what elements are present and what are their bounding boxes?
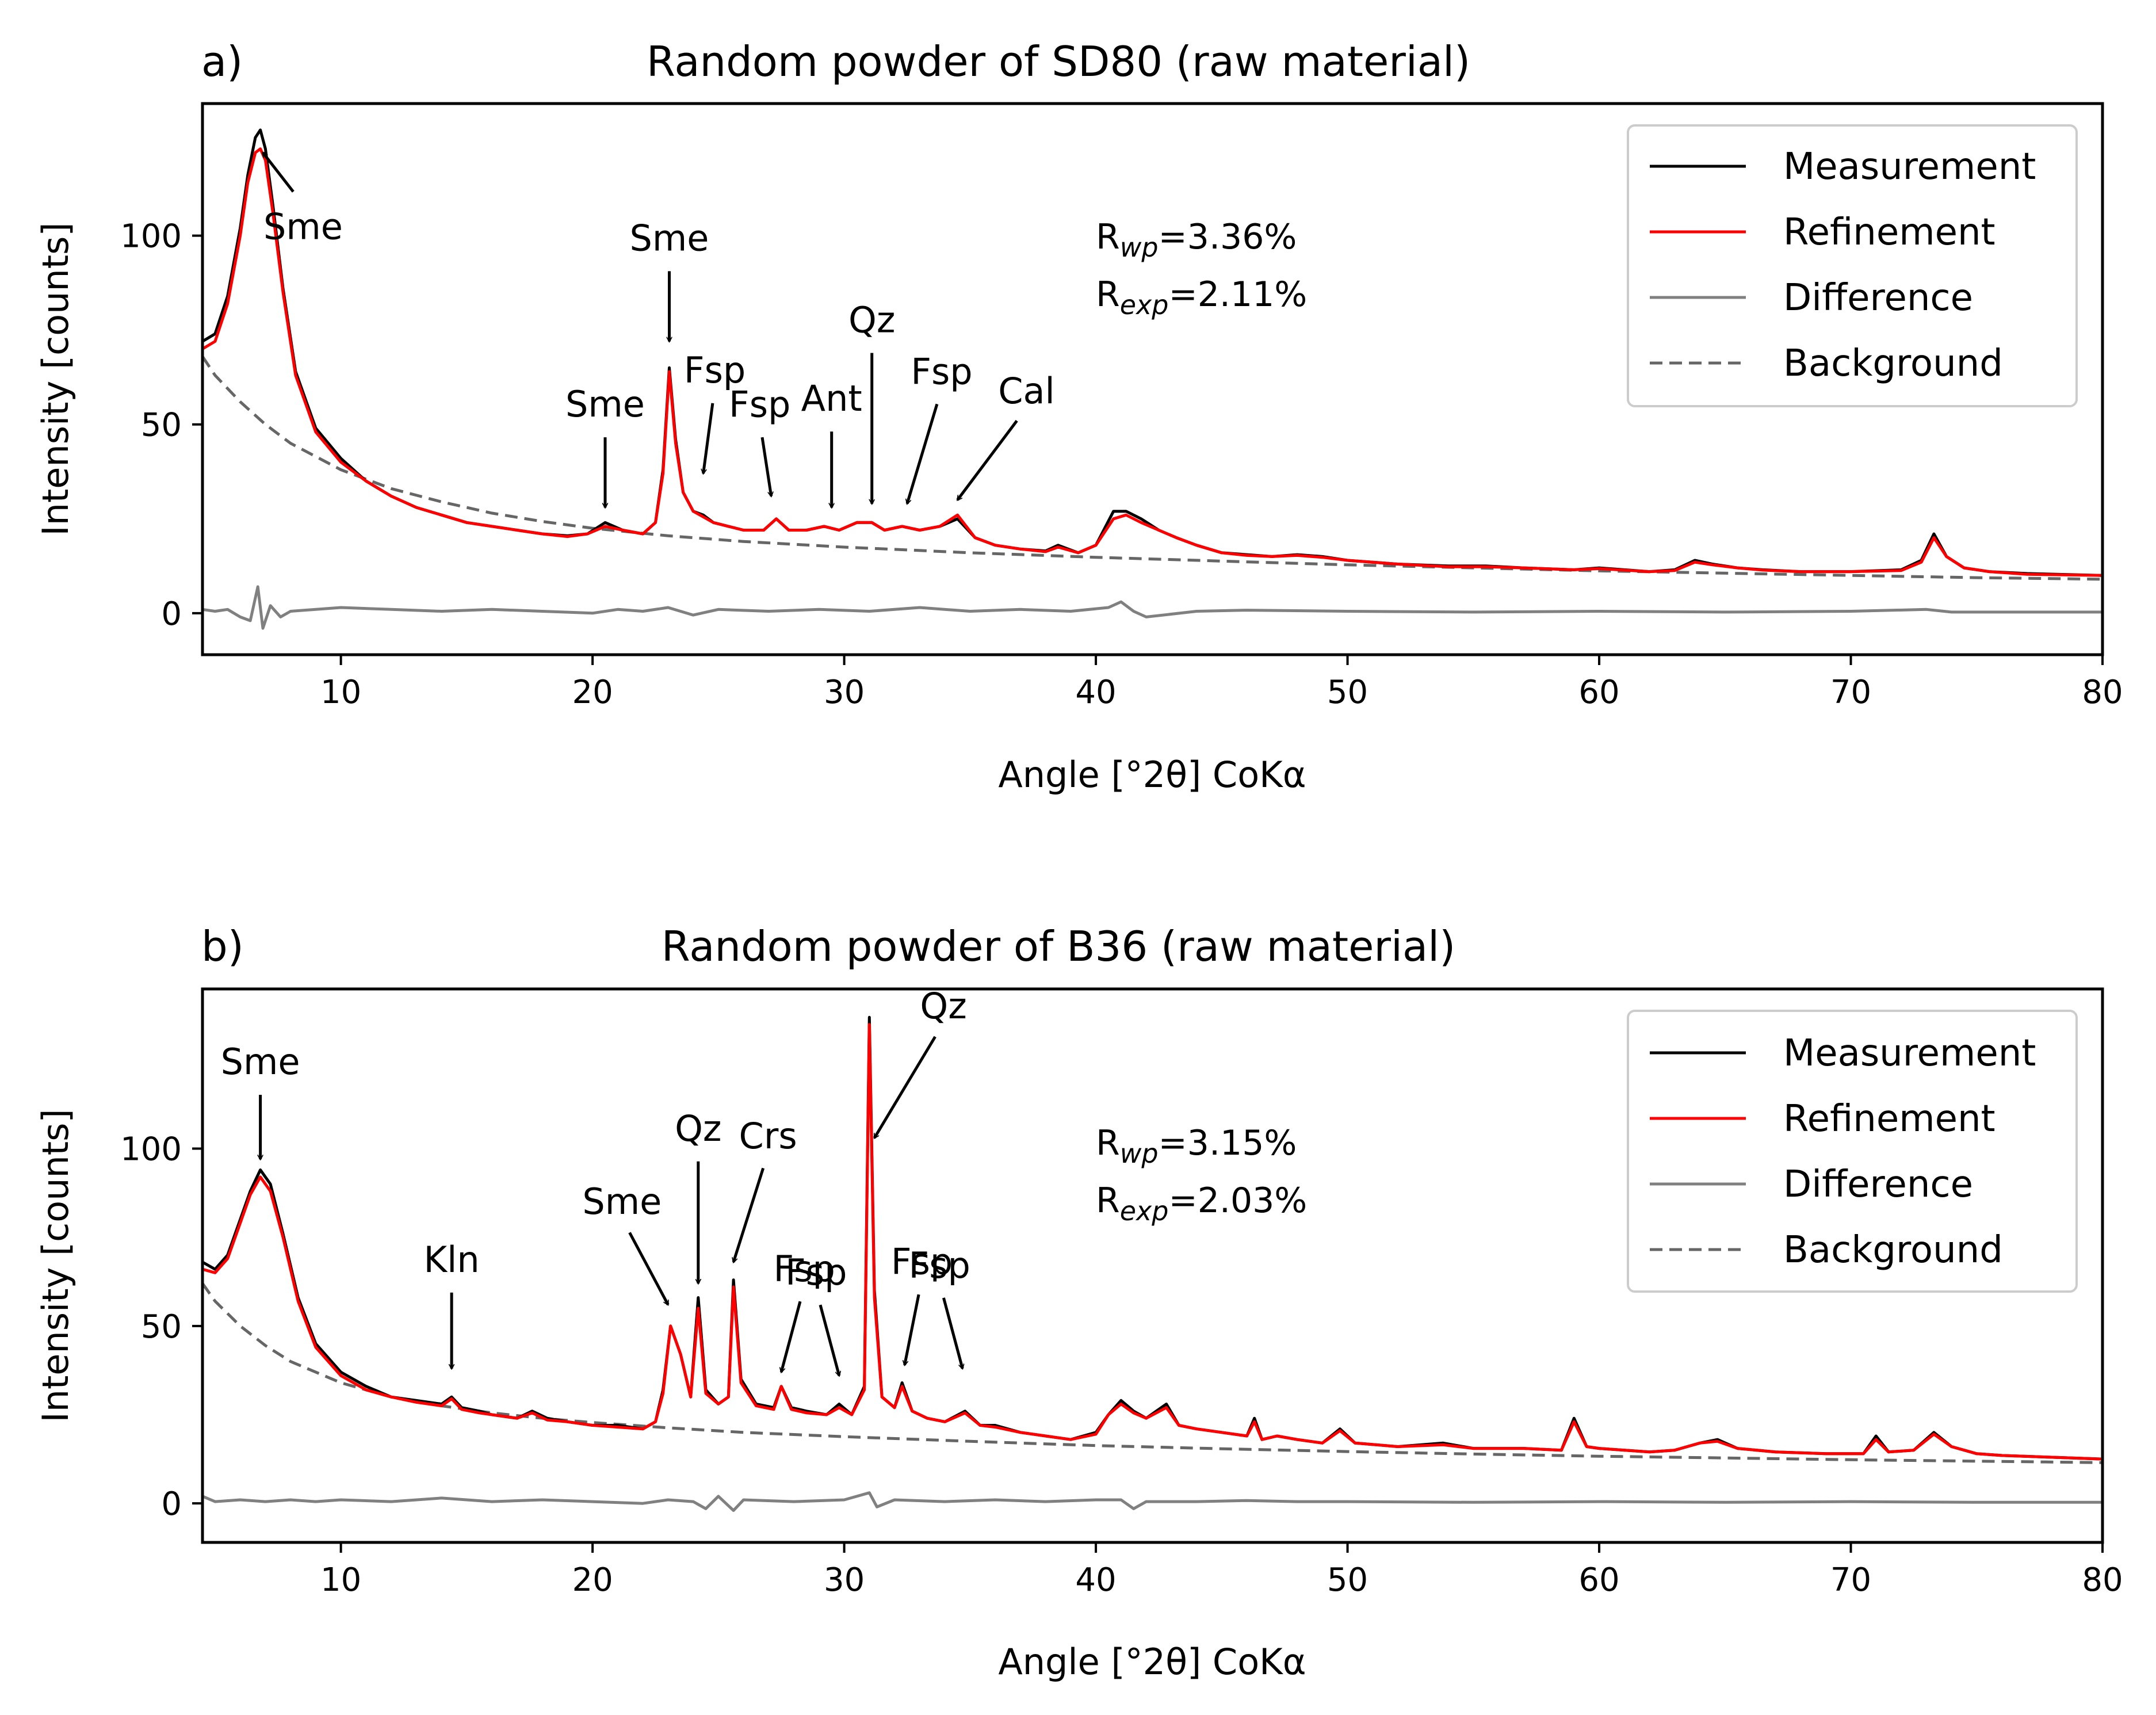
- annotation-label: Kln: [424, 1239, 480, 1281]
- annotation-label: Fsp: [774, 1248, 835, 1290]
- annotation-label: Qz: [675, 1107, 721, 1149]
- annotation-label: Fsp: [684, 349, 746, 391]
- annotation-label: Fsp: [729, 383, 790, 425]
- annotation-label: Ant: [801, 377, 862, 419]
- annotation-label: Crs: [739, 1115, 797, 1157]
- x-tick-label: 40: [1075, 674, 1116, 711]
- annotation-arrow: [760, 437, 771, 496]
- x-tick-label: 60: [1578, 674, 1619, 711]
- fit-stats: Rwp=3.36% Rexp=2.11%: [1096, 217, 1307, 320]
- legend-label-refinement: Refinement: [1783, 1098, 1996, 1140]
- series-line-difference: [202, 1491, 2103, 1512]
- annotation-label: Sme: [565, 383, 645, 425]
- x-tick-label: 30: [824, 1561, 865, 1599]
- panel-label: b): [201, 922, 244, 971]
- panel-label: a): [201, 37, 243, 86]
- chart-title: Random powder of B36 (raw material): [662, 922, 1455, 971]
- annotation-label: Fsp: [785, 1251, 847, 1293]
- annotation-label: Sme: [630, 217, 709, 259]
- annotation-label: Qz: [848, 299, 895, 341]
- y-tick-label: 50: [141, 407, 182, 444]
- rexp-label: Rexp=2.03%: [1096, 1181, 1307, 1227]
- annotation-arrow: [907, 403, 939, 503]
- y-tick-label: 0: [161, 1485, 182, 1523]
- x-tick-label: 20: [572, 1561, 613, 1599]
- legend: Measurement Refinement Difference Backgr…: [1627, 1010, 2078, 1293]
- series-line-refinement: [202, 1023, 2103, 1461]
- rwp-label: Rwp=3.15%: [1096, 1123, 1297, 1169]
- x-tick-label: 70: [1830, 674, 1871, 711]
- annotation-label: Sme: [221, 1041, 300, 1083]
- x-tick-label: 30: [824, 674, 865, 711]
- annotation-arrow: [262, 152, 295, 193]
- annotation-label: Qz: [920, 985, 966, 1027]
- annotation-arrow: [956, 419, 1018, 500]
- y-axis-label: Intensity [counts]: [35, 222, 77, 536]
- rexp-label: Rexp=2.11%: [1096, 274, 1307, 320]
- chart-title: Random powder of SD80 (raw material): [647, 37, 1470, 86]
- y-axis: 0 50 100: [120, 218, 202, 633]
- series-line-difference: [202, 585, 2103, 630]
- annotation-arrow: [942, 1297, 962, 1369]
- x-tick-label: 20: [572, 674, 613, 711]
- y-axis-label: Intensity [counts]: [35, 1109, 77, 1422]
- annotation-arrow: [628, 1232, 670, 1305]
- x-axis: 10 20 30 40 50 60 70 80: [320, 1542, 2123, 1599]
- annotation-arrow: [819, 1304, 839, 1376]
- y-tick-label: 0: [161, 595, 182, 633]
- panel-a: a) Random powder of SD80 (raw material) …: [35, 37, 2123, 796]
- x-tick-label: 80: [2082, 674, 2123, 711]
- legend-label-background: Background: [1783, 1229, 2003, 1271]
- annotation-label: Fsp: [911, 351, 972, 393]
- annotation-arrow: [873, 1036, 936, 1138]
- annotation-arrow: [781, 1301, 802, 1372]
- x-tick-label: 10: [320, 674, 361, 711]
- annotation-arrow: [733, 1167, 765, 1262]
- plot-area: [202, 128, 2103, 630]
- y-tick-label: 50: [141, 1308, 182, 1346]
- axes-frame: [201, 987, 2104, 1544]
- x-axis-label: Angle [°2θ] CoKα: [998, 754, 1306, 796]
- x-axis: 10 20 30 40 50 60 70 80: [320, 655, 2123, 711]
- panel-b: b) Random powder of B36 (raw material) 1…: [35, 922, 2123, 1683]
- annotation-label: Fsp: [891, 1241, 953, 1283]
- legend-box: [1627, 124, 2078, 407]
- x-tick-label: 10: [320, 1561, 361, 1599]
- y-tick-label: 100: [120, 1131, 182, 1168]
- annotation-label: Fsp: [909, 1244, 970, 1286]
- y-tick-label: 100: [120, 218, 182, 255]
- legend-label-refinement: Refinement: [1783, 211, 1996, 254]
- annotation-label: Sme: [582, 1181, 662, 1223]
- legend-label-measurement: Measurement: [1783, 1032, 2036, 1075]
- legend-label-difference: Difference: [1783, 277, 1973, 319]
- legend-box: [1627, 1010, 2078, 1293]
- plot-area: [202, 1015, 2103, 1512]
- legend: Measurement Refinement Difference Backgr…: [1627, 124, 2078, 407]
- series-line-refinement: [202, 147, 2103, 577]
- legend-label-measurement: Measurement: [1783, 146, 2036, 188]
- axes-frame: [201, 102, 2104, 656]
- annotation-label: Cal: [998, 370, 1055, 412]
- y-axis: 0 50 100: [120, 1131, 202, 1523]
- legend-label-difference: Difference: [1783, 1163, 1973, 1206]
- x-tick-label: 40: [1075, 1561, 1116, 1599]
- x-tick-label: 70: [1830, 1561, 1871, 1599]
- x-tick-label: 80: [2082, 1561, 2123, 1599]
- x-tick-label: 50: [1327, 674, 1368, 711]
- annotation-arrow: [905, 1294, 920, 1365]
- x-tick-label: 60: [1578, 1561, 1619, 1599]
- legend-label-background: Background: [1783, 342, 2003, 385]
- rwp-label: Rwp=3.36%: [1096, 217, 1297, 263]
- fit-stats: Rwp=3.15% Rexp=2.03%: [1096, 1123, 1307, 1227]
- annotation-label: Sme: [263, 205, 343, 247]
- series-line-background: [202, 1282, 2103, 1464]
- annotation-arrow: [704, 403, 714, 473]
- x-axis-label: Angle [°2θ] CoKα: [998, 1641, 1306, 1683]
- x-tick-label: 50: [1327, 1561, 1368, 1599]
